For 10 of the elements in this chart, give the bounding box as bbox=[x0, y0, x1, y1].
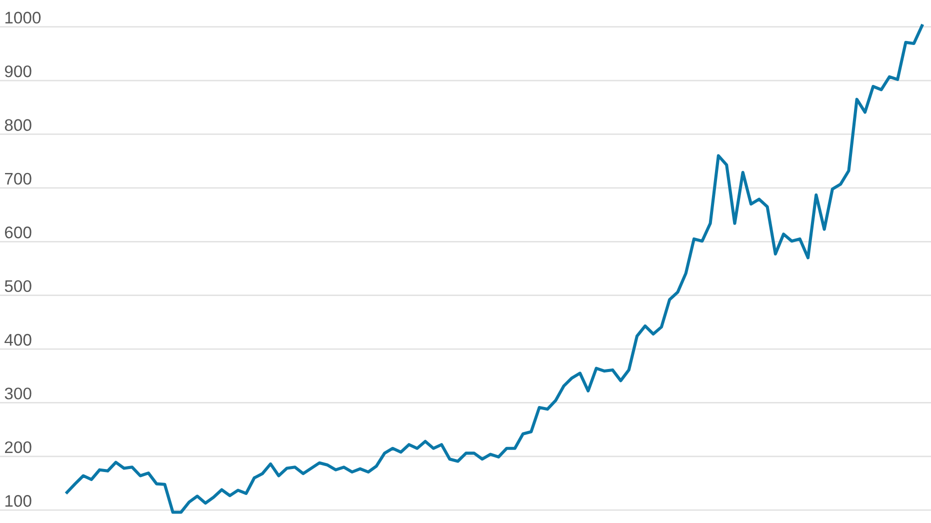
y-tick-label: 100 bbox=[5, 495, 32, 507]
y-tick-label: 400 bbox=[4, 334, 32, 346]
y-tick-label: 800 bbox=[4, 119, 32, 131]
y-tick-label: 900 bbox=[4, 65, 32, 78]
y-tick-label: 1000 bbox=[5, 12, 41, 24]
y-tick-label: 500 bbox=[4, 280, 32, 292]
y-tick-label: 200 bbox=[5, 441, 32, 454]
y-tick-label: 300 bbox=[4, 388, 32, 400]
y-tick-label: 700 bbox=[5, 172, 32, 185]
y-tick-label: 600 bbox=[5, 226, 32, 238]
